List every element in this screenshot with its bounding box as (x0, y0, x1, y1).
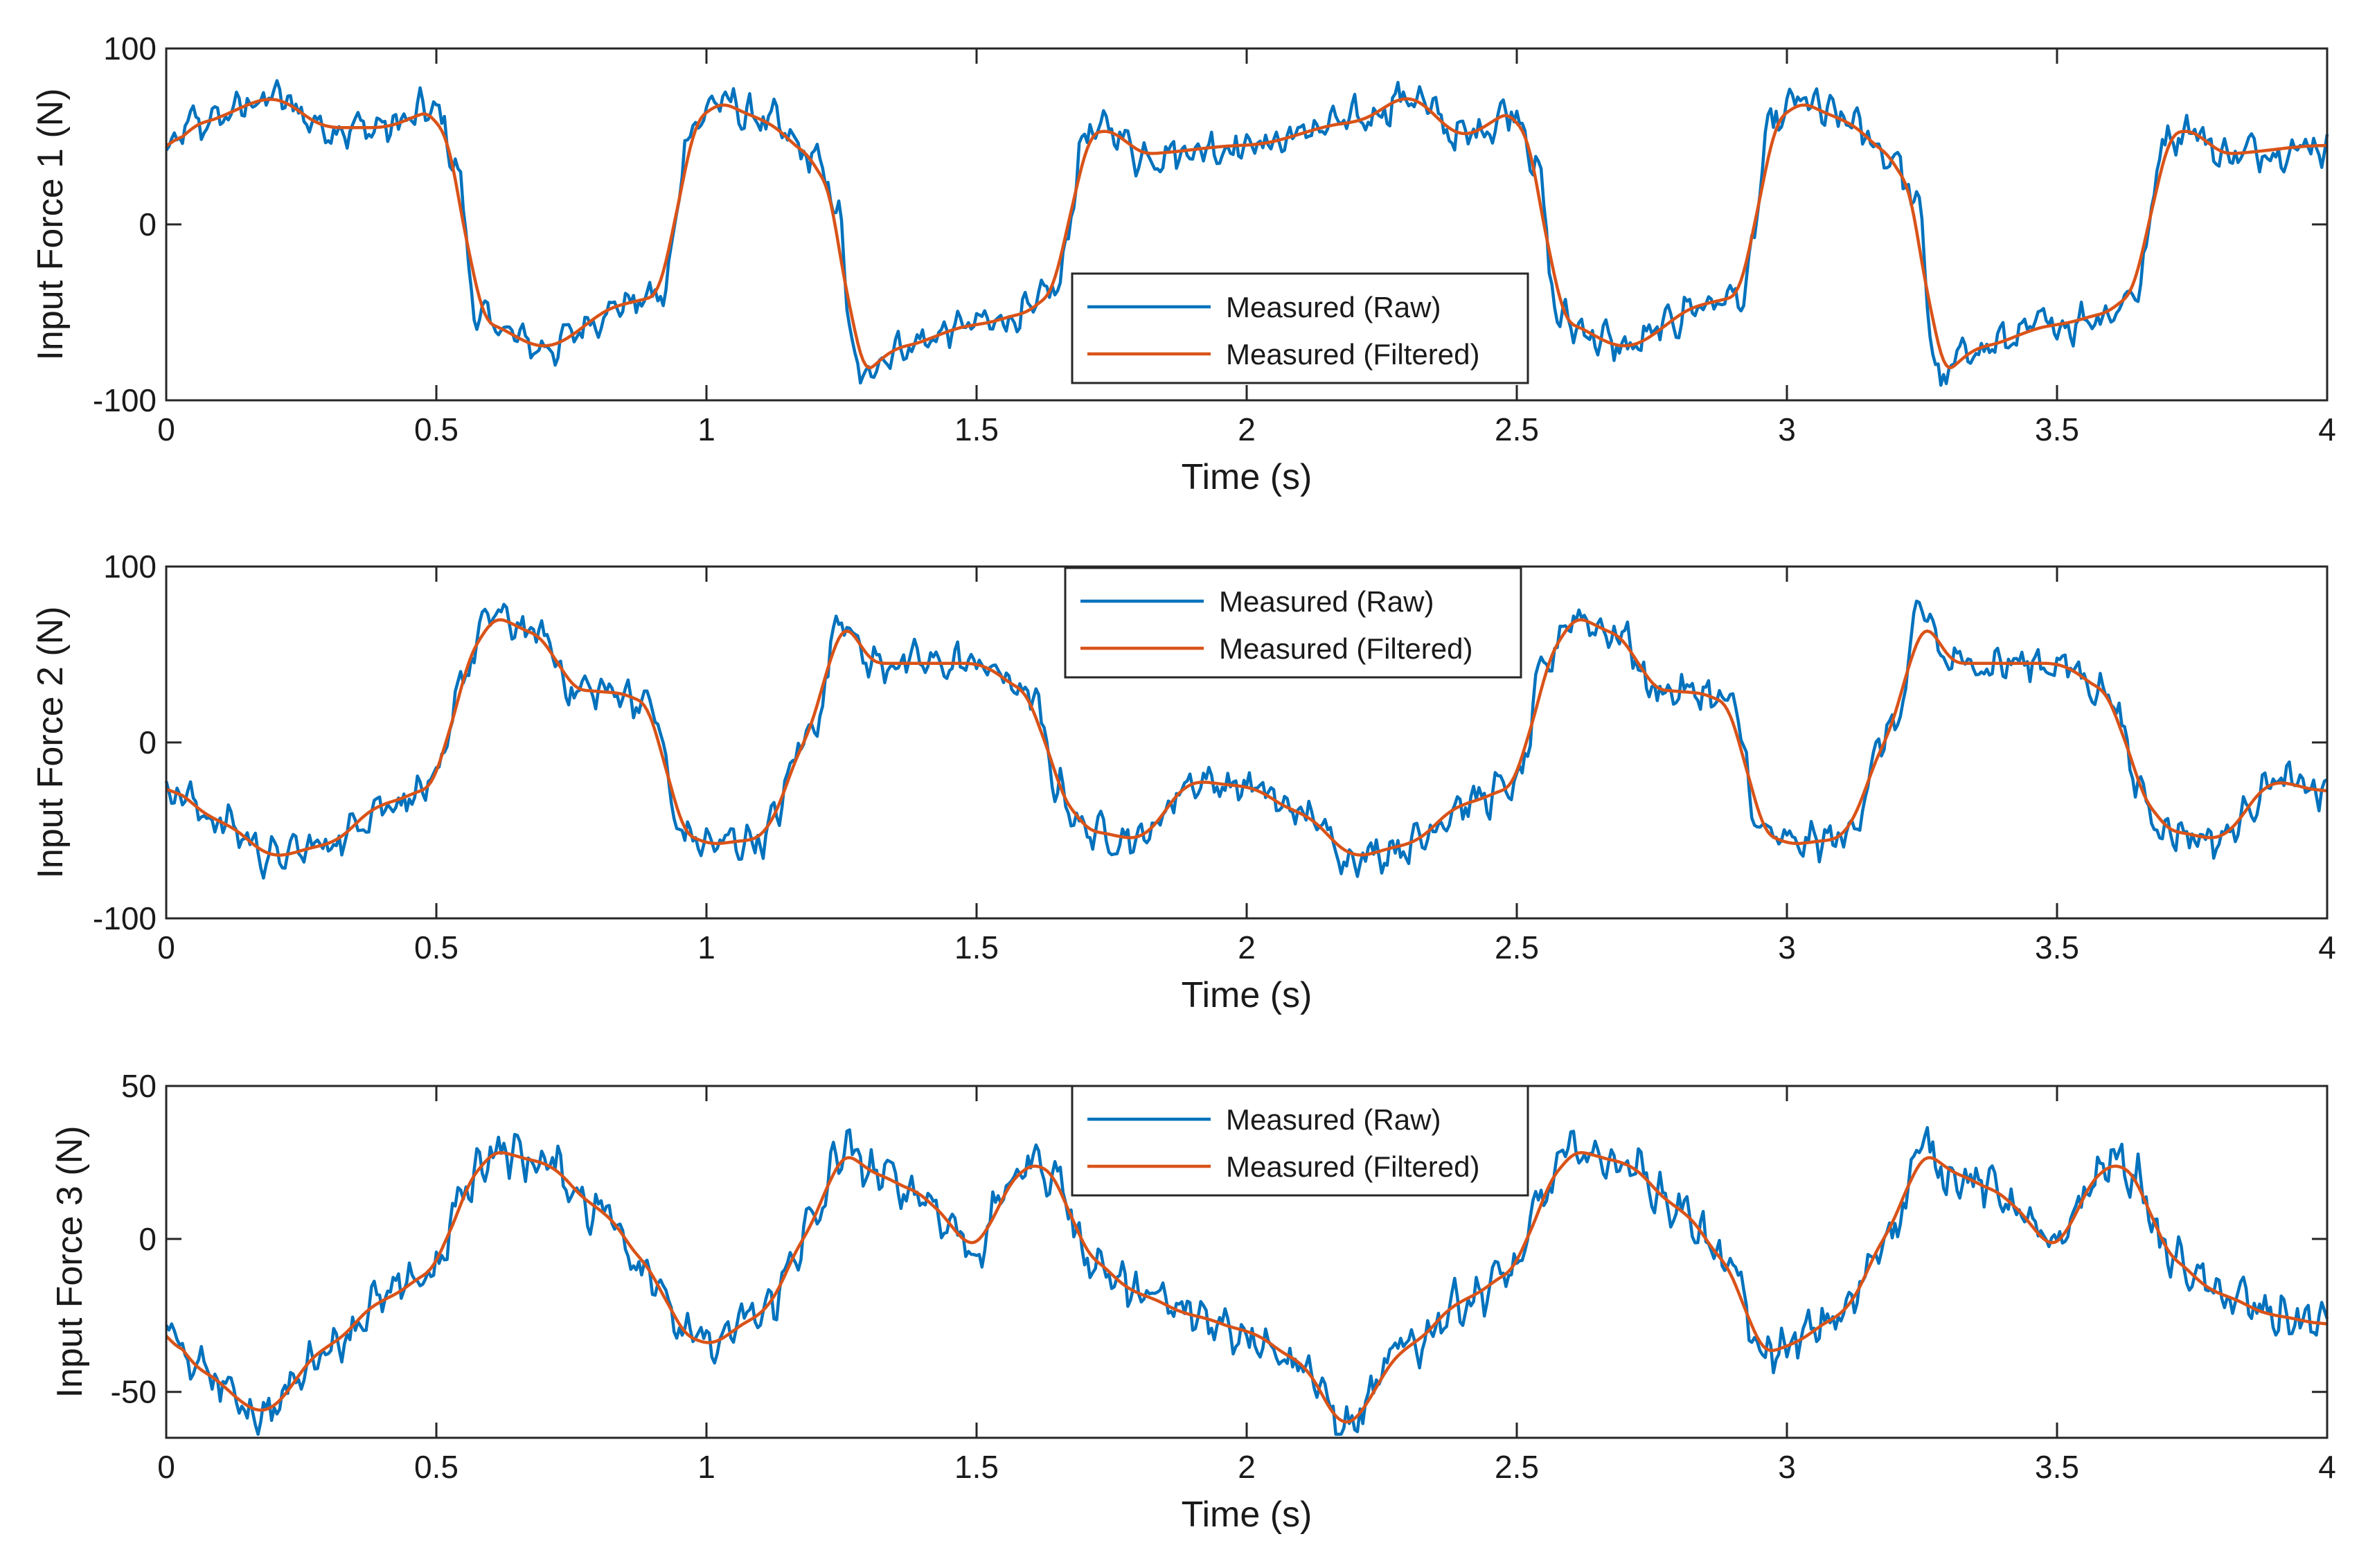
legend-box (1071, 272, 1529, 384)
series-filtered-line (165, 1151, 2328, 1424)
series-raw-line (164, 599, 2329, 880)
y-axis-label: Input Force 2 (N) (30, 606, 71, 878)
x-tick-label: 0.5 (414, 1449, 459, 1485)
x-tick-label: 3 (1778, 1449, 1796, 1485)
x-tick-label: 4 (2318, 929, 2336, 965)
legend-box (1064, 567, 1522, 679)
legend-raw-label: Measured (Raw) (1226, 1103, 1441, 1136)
legend-raw-label: Measured (Raw) (1226, 291, 1441, 323)
x-tick-label: 2.5 (1495, 411, 1539, 447)
y-tick-label: -100 (93, 900, 157, 936)
x-tick-label: 1.5 (954, 411, 999, 447)
x-tick-label: 0 (157, 411, 175, 447)
legend: Measured (Raw) Measured (Filtered) (1071, 272, 1529, 384)
x-tick-label: 3.5 (2035, 411, 2079, 447)
series-filtered-line (165, 97, 2328, 369)
y-axis-label: Input Force 3 (N) (50, 1125, 90, 1398)
legend-filtered-label: Measured (Filtered) (1226, 338, 1479, 371)
x-tick-label: 2 (1238, 1449, 1256, 1485)
y-axis-label: Input Force 1 (N) (30, 88, 71, 360)
x-tick-label: 4 (2318, 411, 2336, 447)
x-tick-label: 0 (157, 929, 175, 965)
x-axis-label: Time (s) (1182, 1495, 1312, 1535)
legend: Measured (Raw) Measured (Filtered) (1071, 1085, 1529, 1197)
y-tick-label: -50 (111, 1374, 157, 1410)
y-tick-label: 0 (139, 724, 157, 760)
legend-filtered-label: Measured (Filtered) (1219, 632, 1472, 665)
x-tick-label: 1 (697, 1449, 715, 1485)
y-tick-label: 50 (121, 1068, 157, 1104)
x-tick-label: 3 (1778, 929, 1796, 965)
x-tick-label: 4 (2318, 1449, 2336, 1485)
panel-3: 0 0.5 1 1.5 2 2.5 3 3.5 4 -50 0 50 Time (s) Input For… (50, 1068, 2336, 1535)
y-tick-label: -100 (93, 382, 157, 418)
x-tick-label: 0.5 (414, 929, 459, 965)
x-tick-label: 3.5 (2035, 929, 2079, 965)
x-tick-label: 0.5 (414, 411, 459, 447)
legend-raw-label: Measured (Raw) (1219, 585, 1434, 618)
x-tick-label: 1 (697, 411, 715, 447)
x-tick-label: 1.5 (954, 929, 999, 965)
x-tick-label: 0 (157, 1449, 175, 1485)
y-tick-label: 100 (103, 30, 157, 66)
x-tick-label: 3.5 (2035, 1449, 2079, 1485)
x-tick-label: 2 (1238, 929, 1256, 965)
x-axis-label: Time (s) (1182, 457, 1312, 497)
x-tick-label: 1.5 (954, 1449, 999, 1485)
x-tick-label: 3 (1778, 411, 1796, 447)
x-axis-label: Time (s) (1182, 975, 1312, 1015)
y-tick-label: 0 (139, 1221, 157, 1257)
x-tick-label: 2.5 (1495, 929, 1539, 965)
series-filtered-line (166, 618, 2328, 857)
x-tick-label: 1 (697, 929, 715, 965)
legend-box (1071, 1085, 1529, 1197)
legend: Measured (Raw) Measured (Filtered) (1064, 567, 1522, 679)
y-tick-label: 0 (139, 206, 157, 242)
y-tick-label: 100 (103, 549, 157, 585)
x-tick-label: 2.5 (1495, 1449, 1539, 1485)
legend-filtered-label: Measured (Filtered) (1226, 1150, 1479, 1183)
x-tick-label: 2 (1238, 411, 1256, 447)
